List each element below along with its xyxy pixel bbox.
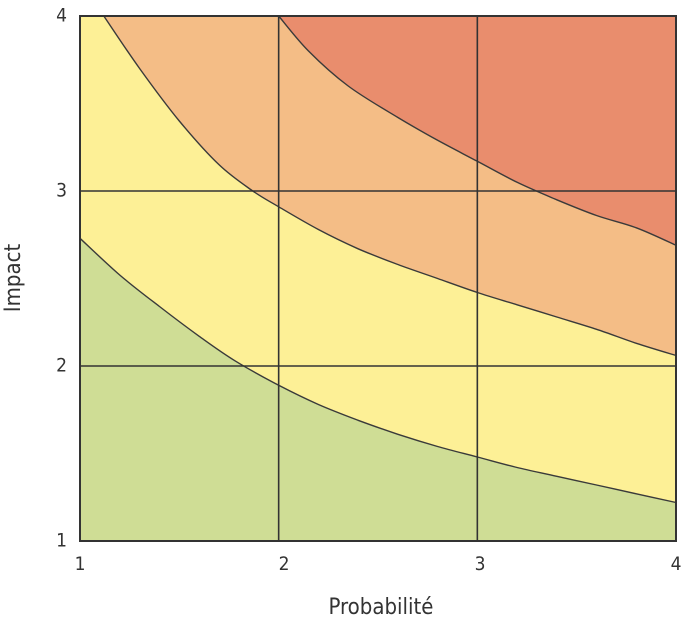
x-tick-label-2: 2 bbox=[279, 553, 290, 575]
plot-frame bbox=[79, 15, 677, 542]
risk-zones bbox=[80, 16, 677, 541]
boundary-line-1 bbox=[79, 237, 677, 504]
boundary-line-2 bbox=[103, 15, 677, 357]
y-tick-label-2: 2 bbox=[56, 355, 67, 377]
x-axis-title: Probabilité bbox=[328, 595, 433, 620]
y-tick-label-3: 3 bbox=[56, 180, 67, 202]
y-tick-label-4: 4 bbox=[56, 5, 67, 27]
y-axis-title: Impact bbox=[1, 244, 26, 313]
x-tick-label-4: 4 bbox=[671, 553, 682, 575]
y-tick-label-1: 1 bbox=[56, 530, 67, 552]
x-tick-label-1: 1 bbox=[75, 553, 86, 575]
grid-lines bbox=[80, 16, 676, 541]
x-tick-label-3: 3 bbox=[475, 553, 486, 575]
